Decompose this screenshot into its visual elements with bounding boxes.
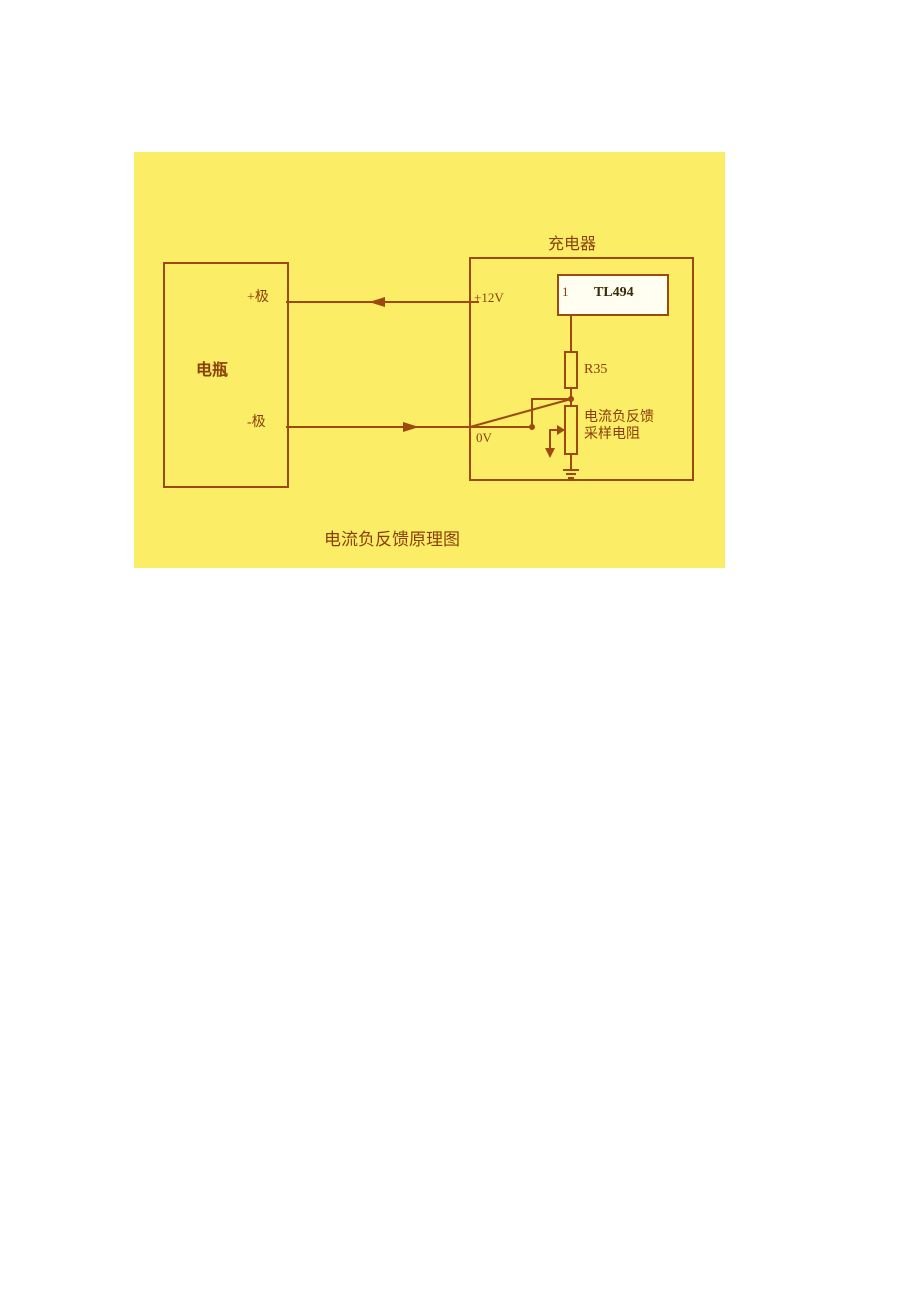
label-feedback-l1: 电流负反馈 <box>584 410 654 426</box>
label-pos-terminal: +极 <box>247 290 269 306</box>
label-ic-name: TL494 <box>594 285 634 301</box>
diagram-canvas: 电瓶 +极 -极 充电器 +12V 0V 1 TL494 R35 电流负反馈 采… <box>134 152 725 568</box>
label-ic-pin1: 1 <box>562 285 569 300</box>
page: 电瓶 +极 -极 充电器 +12V 0V 1 TL494 R35 电流负反馈 采… <box>0 0 920 1302</box>
label-caption: 电流负反馈原理图 <box>324 530 460 550</box>
label-r35: R35 <box>584 362 607 378</box>
label-charger-title: 充电器 <box>548 236 596 254</box>
schematic-svg <box>134 152 725 568</box>
label-plus12v: +12V <box>474 291 504 306</box>
label-battery: 电瓶 <box>196 362 228 380</box>
label-0v: 0V <box>476 431 492 446</box>
label-neg-terminal: -极 <box>247 415 266 431</box>
label-feedback-l2: 采样电阻 <box>584 427 640 443</box>
